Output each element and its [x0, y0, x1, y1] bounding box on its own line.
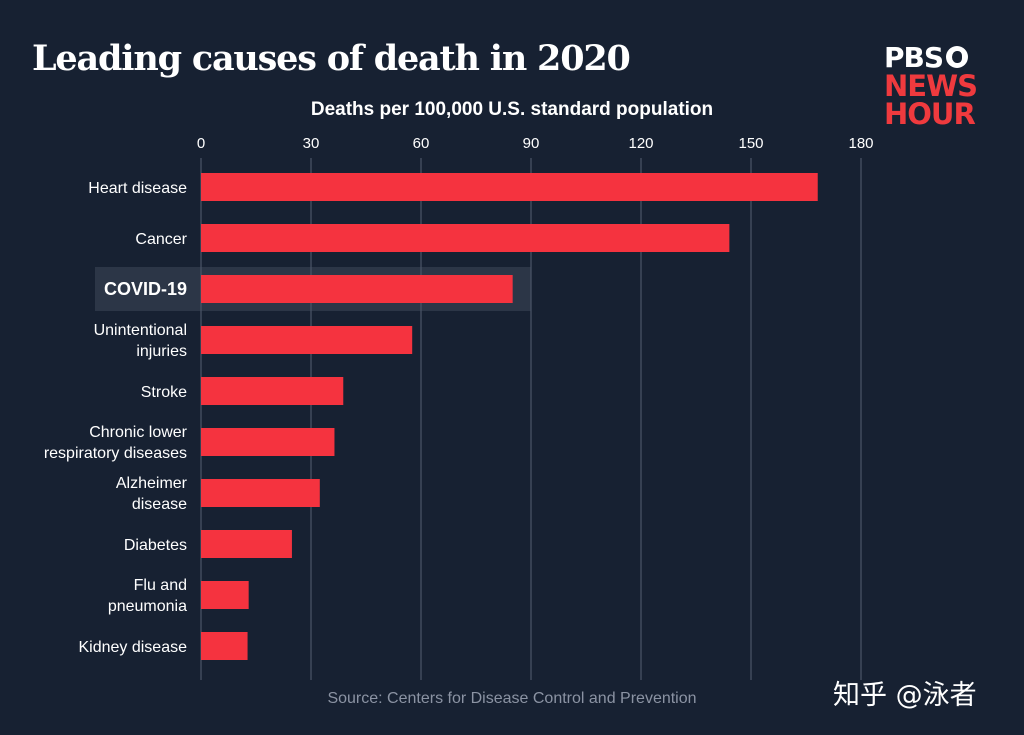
- x-tick-label: 90: [523, 135, 540, 152]
- logo-line-1: PBS: [884, 41, 944, 74]
- category-label: Stroke: [141, 384, 187, 401]
- bar: [201, 530, 292, 558]
- x-axis-label: Deaths per 100,000 U.S. standard populat…: [311, 99, 713, 120]
- category-label: Flu and pneumonia: [108, 577, 187, 615]
- watermark: 知乎 @泳者: [833, 680, 977, 711]
- x-tick-label: 150: [738, 135, 763, 152]
- logo-line-2: NEWS: [884, 69, 978, 103]
- x-tick-label: 30: [303, 135, 320, 152]
- logo-line-3: HOUR: [884, 97, 976, 131]
- bar: [201, 326, 413, 354]
- bar: [201, 224, 730, 252]
- category-label: Chronic lower respiratory diseases: [44, 424, 188, 462]
- category-label: Unintentional injuries: [94, 322, 187, 360]
- x-tick-label: 120: [628, 135, 653, 152]
- bar: [201, 428, 335, 456]
- chart-title: Leading causes of death in 2020: [32, 38, 631, 79]
- category-label: Cancer: [135, 231, 187, 248]
- x-tick-label: 180: [848, 135, 873, 152]
- category-label: COVID-19: [104, 279, 187, 299]
- bar: [201, 173, 818, 201]
- pbs-head-icon: [946, 46, 969, 68]
- pbs-newshour-logo: PBS NEWS HOUR: [884, 41, 984, 131]
- category-label: Kidney disease: [78, 639, 187, 656]
- tick-layer: 0 30 60 90 120 150 180: [197, 135, 874, 152]
- bar: [201, 377, 344, 405]
- category-label: Alzheimer disease: [116, 475, 188, 513]
- category-label: Heart disease: [88, 180, 187, 197]
- source-note: Source: Centers for Disease Control and …: [327, 690, 696, 707]
- category-label: Diabetes: [124, 537, 187, 554]
- label-layer: Heart disease Cancer COVID-19 Unintentional…: [44, 180, 188, 656]
- x-tick-label: 60: [413, 135, 430, 152]
- bar: [201, 632, 248, 660]
- x-tick-label: 0: [197, 135, 205, 152]
- bar: [201, 275, 513, 303]
- bar: [201, 479, 320, 507]
- bar: [201, 581, 249, 609]
- bar-layer: [201, 173, 818, 660]
